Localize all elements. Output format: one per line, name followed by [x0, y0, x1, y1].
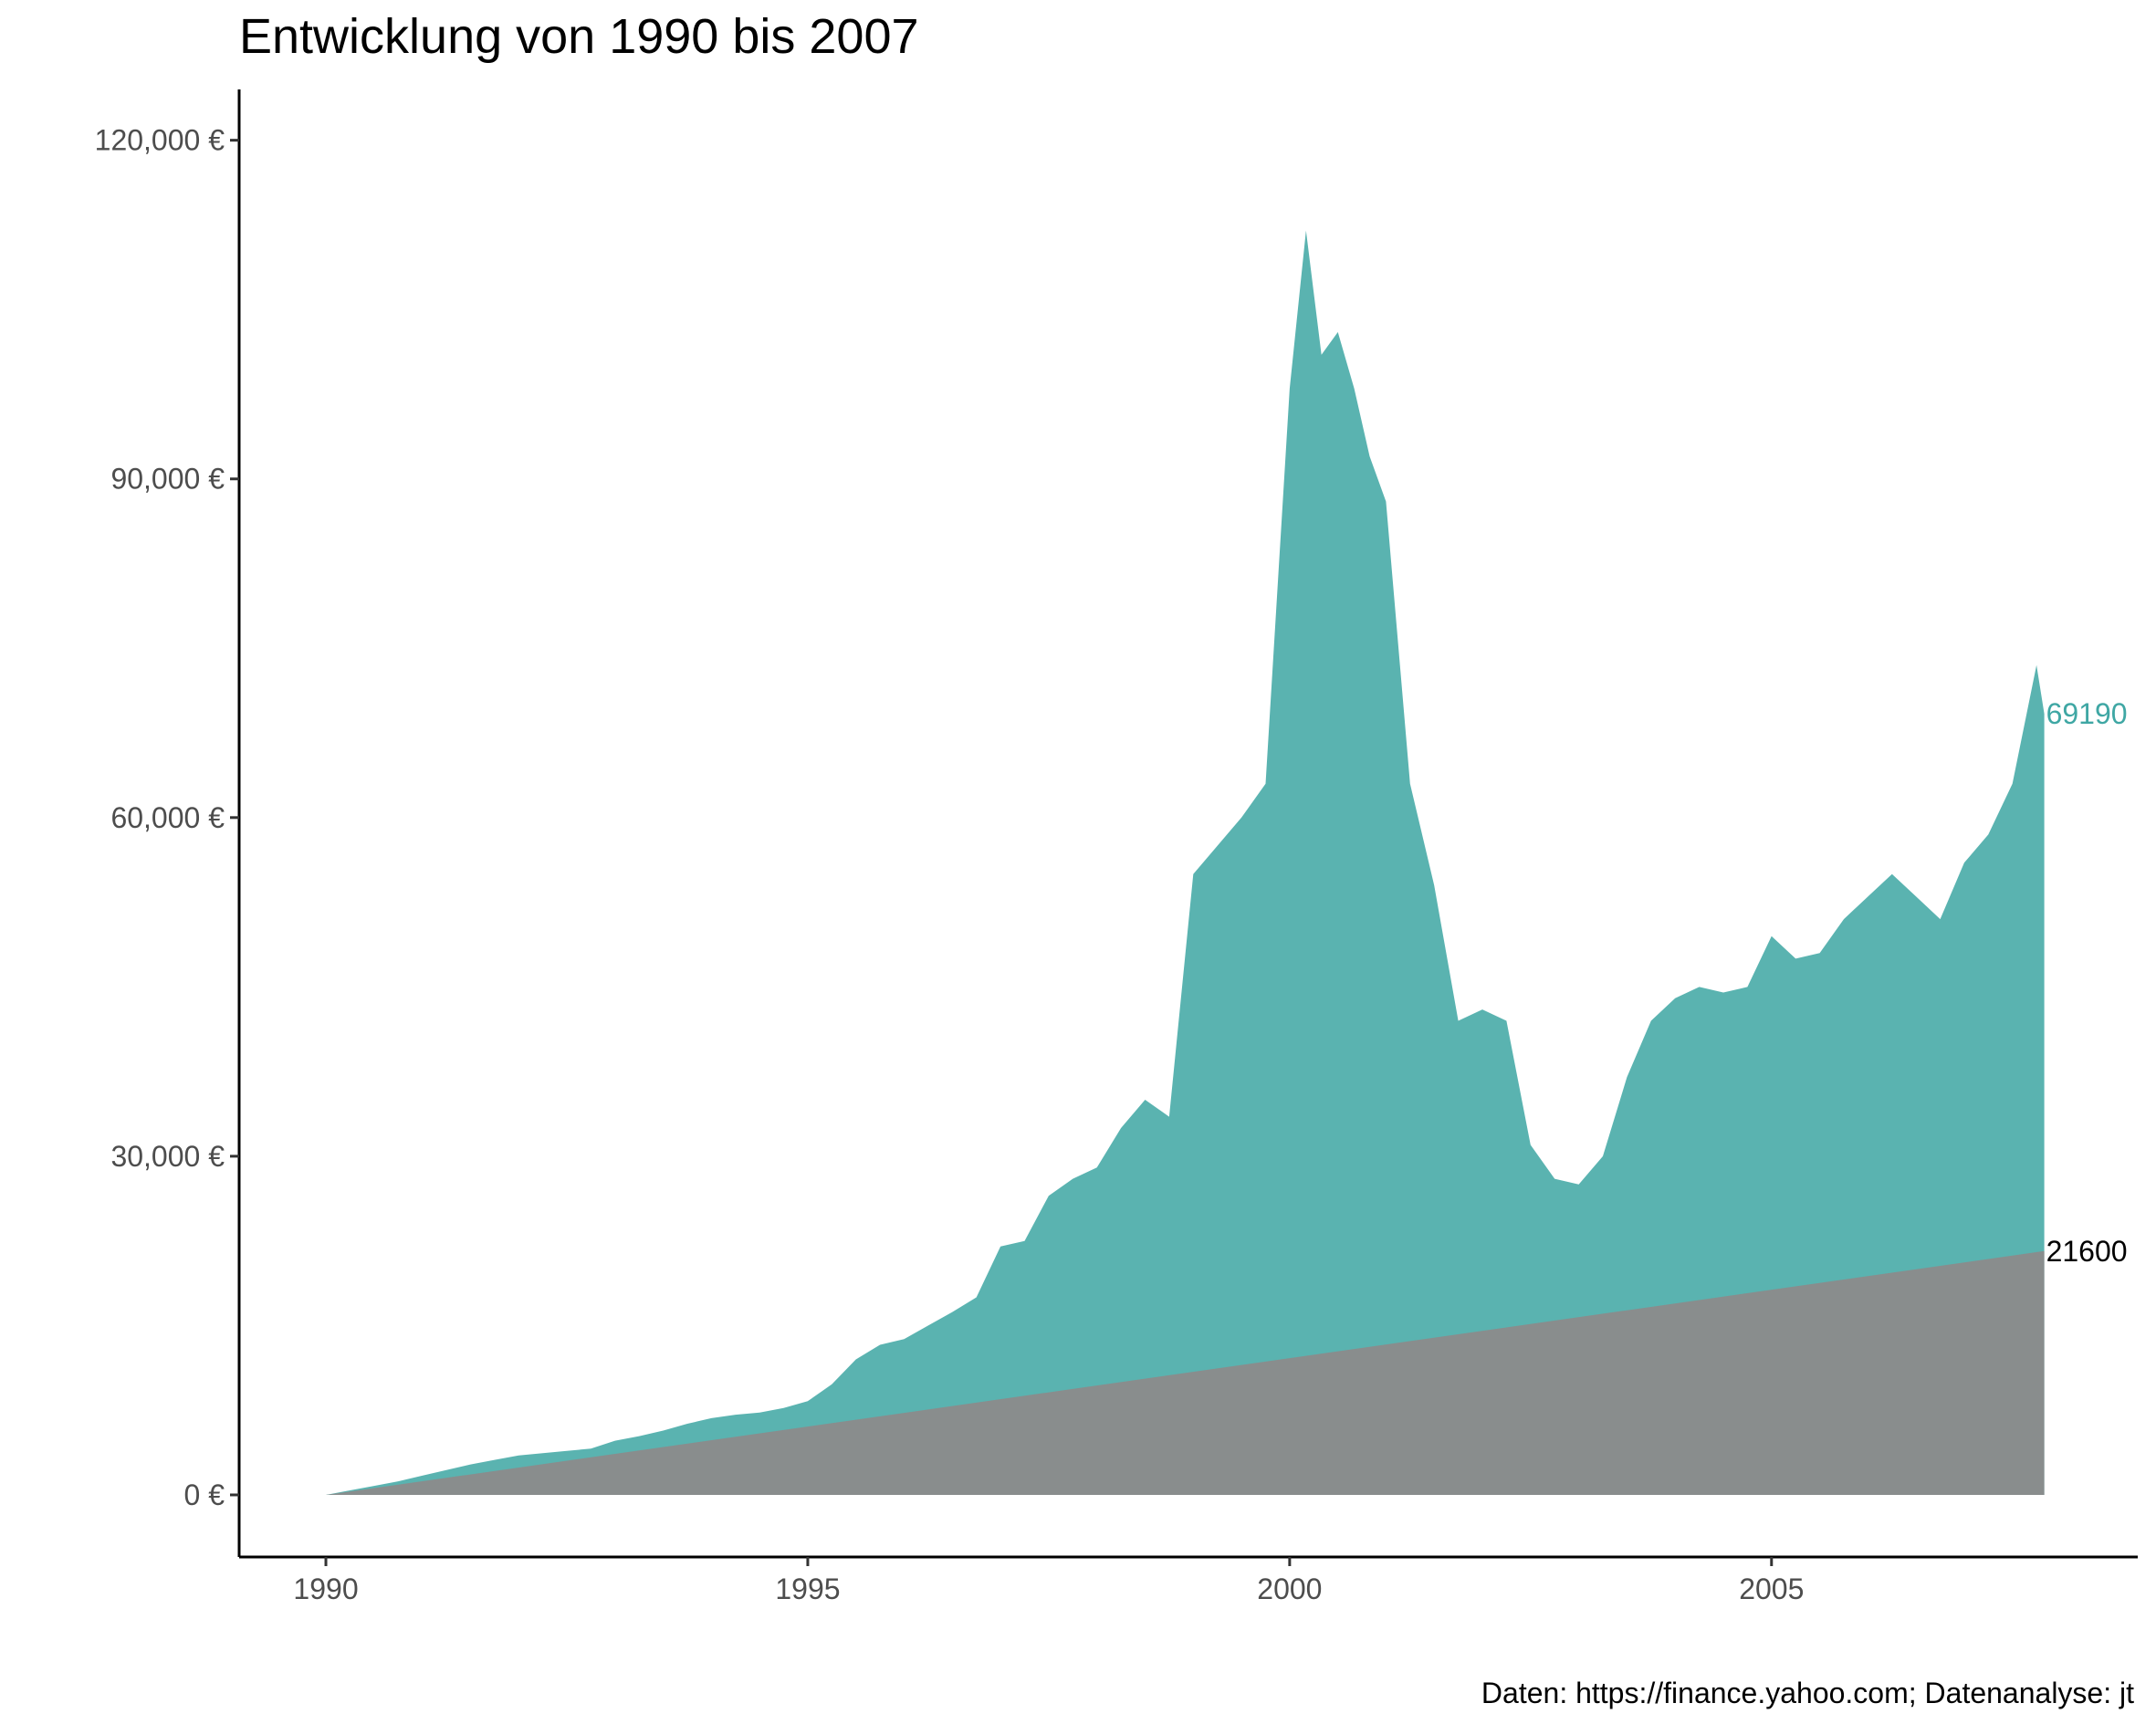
end-labels: 69190 21600 [2046, 697, 2128, 1268]
x-tick-label: 2005 [1739, 1572, 1804, 1605]
y-tick-label: 90,000 € [110, 463, 225, 496]
chart-caption: Daten: https://finance.yahoo.com; Datena… [1481, 1677, 2134, 1709]
x-tick-label: 1995 [775, 1572, 840, 1605]
y-axis-ticks: 0 € 30,000 € 60,000 € 90,000 € 120,000 € [95, 124, 239, 1511]
x-tick-label: 1990 [293, 1572, 358, 1605]
plot-area [326, 230, 2045, 1496]
y-tick-label: 60,000 € [110, 801, 225, 834]
x-tick-label: 2000 [1257, 1572, 1322, 1605]
end-label-depot: 69190 [2046, 697, 2128, 730]
area-series-einzahlungen [326, 1250, 2045, 1495]
end-label-einzahlungen: 21600 [2046, 1235, 2128, 1268]
area-series-depot [326, 230, 2045, 1496]
y-tick-label: 30,000 € [110, 1140, 225, 1173]
x-axis-ticks: 1990 1995 2000 2005 [293, 1557, 1804, 1605]
y-tick-label: 0 € [184, 1478, 225, 1511]
y-tick-label: 120,000 € [95, 124, 225, 157]
chart-title: Entwicklung von 1990 bis 2007 [239, 9, 919, 64]
